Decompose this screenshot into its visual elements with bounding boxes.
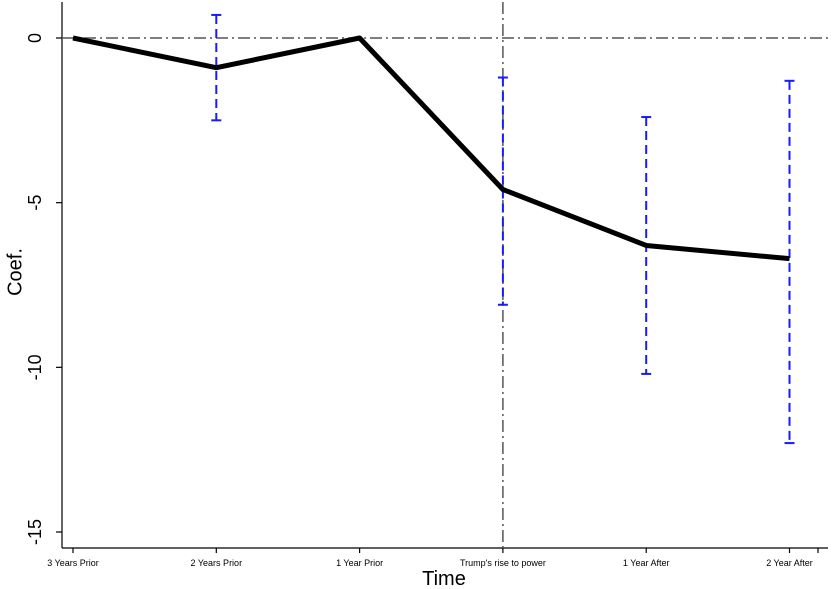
x-tick-label: 3 Years Prior — [47, 558, 99, 568]
x-tick-label: 2 Years Prior — [191, 558, 243, 568]
x-ticks: 3 Years Prior 2 Years Prior 1 Year Prior Tr… — [47, 548, 819, 568]
y-ticks: 0 -5 -10 -15 — [25, 33, 62, 545]
x-tick-label: Trump's rise to power — [460, 558, 546, 568]
x-tick-label: 1 Year Prior — [336, 558, 383, 568]
reference-lines — [62, 2, 828, 548]
y-tick-label: 0 — [25, 33, 45, 43]
x-tick-label: 1 Year After — [623, 558, 670, 568]
axes — [61, 2, 828, 549]
y-tick-label: -5 — [25, 195, 45, 211]
coefficient-line — [72, 35, 790, 262]
y-axis-title: Coef. — [4, 248, 26, 296]
x-tick-label: 2 Year After — [766, 558, 813, 568]
y-tick-label: -10 — [25, 354, 45, 380]
x-axis-title: Time — [422, 568, 466, 589]
y-tick-label: -15 — [25, 519, 45, 545]
coefficient-series — [72, 35, 790, 262]
